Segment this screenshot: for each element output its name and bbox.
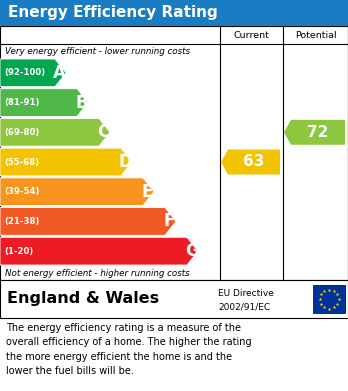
Polygon shape [0,208,176,235]
Polygon shape [221,149,280,174]
Polygon shape [0,148,132,176]
Text: Not energy efficient - higher running costs: Not energy efficient - higher running co… [5,269,190,278]
Polygon shape [0,178,154,206]
Text: C: C [97,123,110,141]
Polygon shape [284,120,345,145]
Text: (21-38): (21-38) [4,217,39,226]
Text: F: F [164,212,175,230]
Bar [0,26,348,280]
Text: Potential: Potential [295,30,336,39]
Text: The energy efficiency rating is a measure of the
overall efficiency of a home. T: The energy efficiency rating is a measur… [6,323,252,376]
Text: EU Directive: EU Directive [218,289,274,298]
Polygon shape [0,89,88,117]
Bar [0,0,348,26]
Text: England & Wales: England & Wales [7,292,159,307]
Text: (81-91): (81-91) [4,98,39,107]
Text: G: G [185,242,198,260]
Polygon shape [0,118,110,146]
Text: Current: Current [234,30,269,39]
Text: B: B [75,93,88,111]
Polygon shape [0,237,198,265]
Bar [0,280,348,318]
Text: 72: 72 [307,125,329,140]
Text: (55-68): (55-68) [4,158,39,167]
Polygon shape [0,59,66,87]
Text: Very energy efficient - lower running costs: Very energy efficient - lower running co… [5,47,190,56]
Text: (69-80): (69-80) [4,128,39,137]
Text: (92-100): (92-100) [4,68,45,77]
Text: D: D [119,153,132,171]
Text: 63: 63 [243,154,265,170]
Text: (39-54): (39-54) [4,187,39,196]
Text: Energy Efficiency Rating: Energy Efficiency Rating [8,5,218,20]
Text: (1-20): (1-20) [4,247,33,256]
Text: 2002/91/EC: 2002/91/EC [218,302,270,311]
Bar [313,285,345,313]
Text: A: A [53,64,66,82]
Text: E: E [142,183,153,201]
